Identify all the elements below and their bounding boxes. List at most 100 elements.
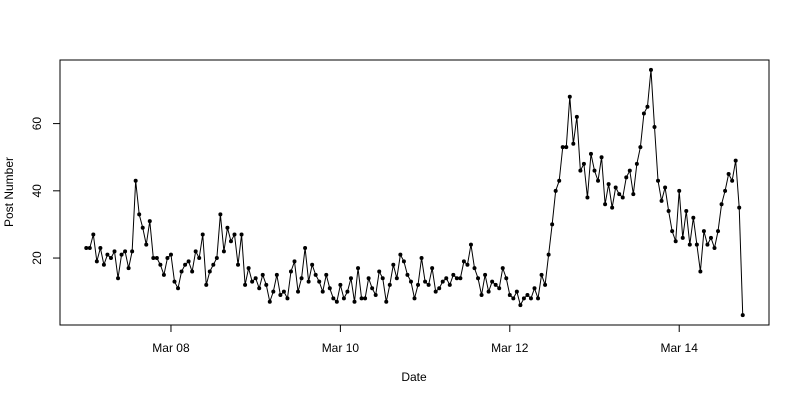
data-point [624,175,629,180]
data-point [638,145,643,150]
data-point [391,262,396,267]
data-point [352,299,357,304]
data-point [733,158,738,163]
data-point [317,279,322,284]
data-point [366,276,371,281]
data-point [320,289,325,294]
data-point [521,296,526,301]
data-point [84,245,89,250]
data-point [253,276,258,281]
data-point [606,182,611,187]
data-point [359,296,364,301]
data-point [490,279,495,284]
data-point [236,262,241,267]
data-point [536,296,541,301]
data-point [701,229,706,234]
data-point [567,94,572,99]
data-point [278,293,283,298]
data-point [666,208,671,213]
x-tick-label: Mar 14 [661,341,699,355]
data-point [592,168,597,173]
data-point [663,185,668,190]
data-point [250,279,255,284]
data-point [161,272,166,277]
data-point [740,313,745,318]
data-point [288,269,293,274]
data-point [377,269,382,274]
data-point [303,245,308,250]
data-point [451,272,456,277]
data-point [373,293,378,298]
data-point [694,242,699,247]
data-point [578,168,583,173]
data-point [426,282,431,287]
data-point [440,279,445,284]
data-point [387,282,392,287]
data-point [504,276,509,281]
data-point [585,195,590,200]
data-point [380,276,385,281]
y-tick-label: 60 [30,117,44,131]
data-point [190,269,195,274]
data-point [243,282,248,287]
data-point [123,249,128,254]
data-point [525,293,530,298]
data-point [274,272,279,277]
data-point [292,259,297,264]
data-point [659,198,664,203]
data-point [493,282,498,287]
data-point [260,272,265,277]
data-point [144,242,149,247]
data-point [232,232,237,237]
data-point [684,208,689,213]
y-tick-label: 40 [30,184,44,198]
data-point [101,262,106,267]
data-point [617,192,622,197]
data-point [370,286,375,291]
data-point [719,202,724,207]
data-point [723,188,728,193]
data-point [483,272,488,277]
data-point [458,276,463,281]
data-point [641,111,646,116]
data-point [405,272,410,277]
data-point [433,289,438,294]
data-point [394,276,399,281]
data-point [479,293,484,298]
data-point [165,256,170,261]
data-point [511,296,516,301]
data-point [193,249,198,254]
data-point [91,232,96,237]
data-point [296,289,301,294]
x-tick-label: Mar 10 [322,341,360,355]
data-point [627,168,632,173]
data-point [610,205,615,210]
data-point [105,252,110,257]
data-point [398,252,403,257]
data-point [140,225,145,230]
data-point [176,286,181,291]
data-point [444,276,449,281]
data-point [486,289,491,294]
data-point [119,252,124,257]
data-point [677,188,682,193]
data-point [543,282,548,287]
data-point [500,266,505,271]
data-point [179,269,184,274]
data-point [87,245,92,250]
data-point [94,259,99,264]
data-point [116,276,121,281]
data-point [708,235,713,240]
data-point [246,266,251,271]
data-point [680,235,685,240]
data-point [634,161,639,166]
data-point [331,296,336,301]
data-point [437,286,442,291]
data-point [204,282,209,287]
data-point [327,286,332,291]
data-point [465,262,470,267]
data-point [306,279,311,284]
data-point [338,282,343,287]
data-point [168,252,173,257]
data-point [620,195,625,200]
